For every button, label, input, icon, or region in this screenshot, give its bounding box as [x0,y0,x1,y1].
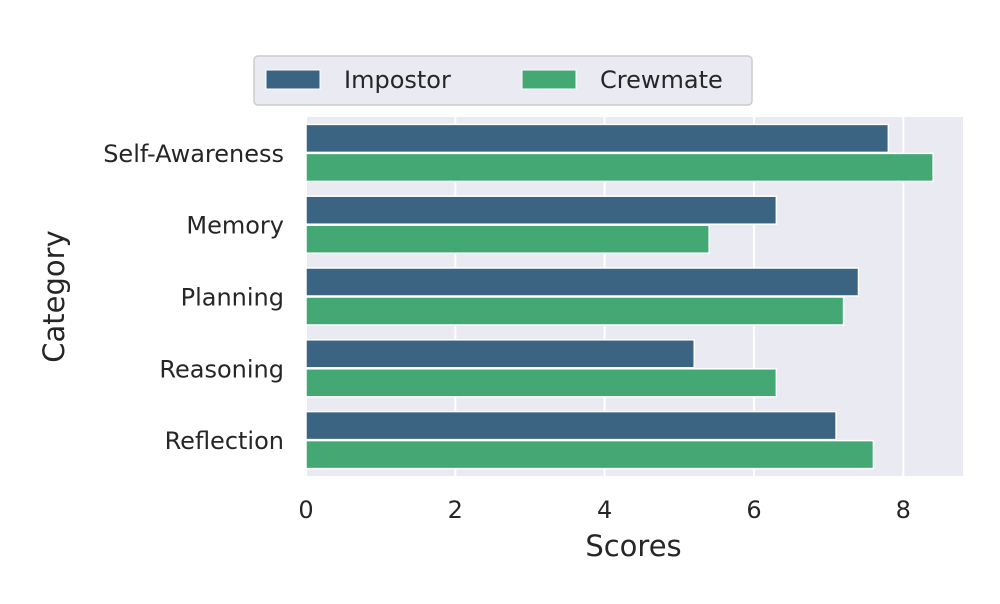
y-tick-label: Reasoning [159,355,284,383]
y-tick-labels: Self-Awareness Memory Planning Reasoning Ref… [103,140,284,455]
bar-crewmate-memory [305,224,710,254]
bar-impostor-self-awareness [305,123,890,154]
legend-label-crewmate: Crewmate [600,66,723,94]
x-tick-label: 2 [448,496,463,524]
bar-crewmate-reasoning [305,368,778,398]
legend-items: Impostor Crewmate [265,66,723,94]
bar-crewmate-reflection [305,439,875,470]
y-tick-label: Planning [181,284,284,312]
bar-impostor-memory [305,195,778,225]
legend-swatch-crewmate [521,69,577,90]
bar-crewmate-self-awareness [305,152,934,183]
bar-impostor-reflection [305,410,837,441]
y-tick-label: Self-Awareness [103,140,284,168]
bar-crewmate-planning [305,296,845,326]
legend-label-impostor: Impostor [344,66,451,94]
legend: Impostor Crewmate [253,55,753,106]
x-tick-label: 0 [298,496,313,524]
legend-swatch-impostor [265,69,321,90]
x-tick-label: 6 [746,496,761,524]
y-tick-label: Reflection [165,427,284,455]
legend-box [253,55,753,106]
bars [305,123,934,470]
bar-impostor-planning [305,267,860,297]
y-axis-title: Category [37,230,71,362]
x-axis-title: Scores [585,529,681,563]
y-tick-label: Memory [186,212,284,240]
x-tick-label: 4 [597,496,612,524]
bar-impostor-reasoning [305,339,695,369]
x-tick-label: 8 [896,496,911,524]
x-tick-labels: 0 2 4 6 8 [298,496,911,524]
